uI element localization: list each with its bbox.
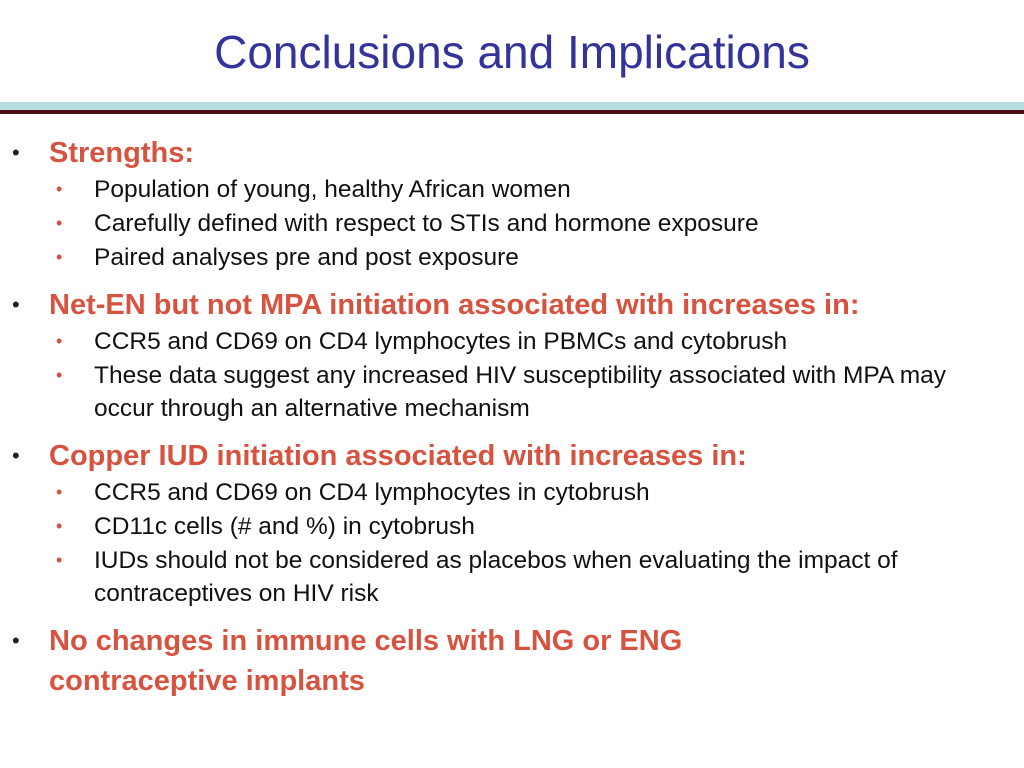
list-item: • CCR5 and CD69 on CD4 lymphocytes in PBM…: [56, 325, 1006, 359]
list-item-text: Population of young, healthy African wom…: [94, 176, 571, 203]
bullet-icon: •: [12, 628, 20, 653]
title-divider-dark: [0, 110, 1024, 114]
list-item: • Carefully defined with respect to STIs …: [56, 207, 1006, 241]
bullet-icon: •: [56, 179, 63, 199]
section-copper-iud: • Copper IUD initiation associated with …: [0, 436, 1024, 611]
bullet-icon: •: [56, 550, 63, 570]
bullet-icon: •: [56, 365, 63, 385]
list-item: • These data suggest any increased HIV su…: [56, 359, 1006, 426]
bullet-icon: •: [56, 213, 63, 233]
list-item: • IUDs should not be considered as placeb…: [56, 544, 1006, 611]
list-item-text: CCR5 and CD69 on CD4 lymphocytes in PBMC…: [94, 328, 788, 355]
bullet-icon: •: [12, 443, 20, 468]
list-item: • CD11c cells (# and %) in cytobrush: [56, 510, 1006, 544]
section-implants: • No changes in immune cells with LNG or…: [0, 621, 1024, 701]
list-item: • CCR5 and CD69 on CD4 lymphocytes in cyt…: [56, 476, 1006, 510]
section-strengths: • Strengths: • Population of young, healt…: [0, 133, 1024, 275]
section-heading: Net-EN but not MPA initiation associated…: [49, 289, 860, 321]
list-item: • Paired analyses pre and post exposure: [56, 241, 1006, 275]
list-item-text: CD11c cells (# and %) in cytobrush: [94, 513, 475, 540]
bullet-icon: •: [56, 331, 63, 351]
list-item-text: IUDs should not be considered as placebo…: [94, 547, 898, 607]
title-divider-light: [0, 102, 1024, 110]
list-item: • Population of young, healthy African wo…: [56, 173, 1006, 207]
list-item-text: Paired analyses pre and post exposure: [94, 244, 519, 271]
section-net-en: • Net-EN but not MPA initiation associat…: [0, 285, 1024, 426]
bullet-icon: •: [56, 516, 63, 536]
list-item-text: These data suggest any increased HIV sus…: [94, 362, 947, 422]
sub-list: • CCR5 and CD69 on CD4 lymphocytes in cyt…: [0, 476, 1024, 611]
slide-title: Conclusions and Implications: [214, 26, 810, 78]
bullet-icon: •: [12, 140, 20, 165]
sub-list: • Population of young, healthy African wo…: [0, 173, 1024, 275]
bullet-icon: •: [56, 247, 63, 267]
bullet-icon: •: [56, 482, 63, 502]
list-item-text: CCR5 and CD69 on CD4 lymphocytes in cyto…: [94, 479, 650, 506]
section-heading: No changes in immune cells with LNG or E…: [49, 625, 683, 697]
list-item-text: Carefully defined with respect to STIs a…: [94, 210, 759, 237]
sub-list: • CCR5 and CD69 on CD4 lymphocytes in PBM…: [0, 325, 1024, 426]
section-heading: Copper IUD initiation associated with in…: [49, 440, 747, 472]
section-heading: Strengths:: [49, 137, 194, 169]
slide-content: • Strengths: • Population of young, healt…: [0, 133, 1024, 711]
bullet-icon: •: [12, 292, 20, 317]
